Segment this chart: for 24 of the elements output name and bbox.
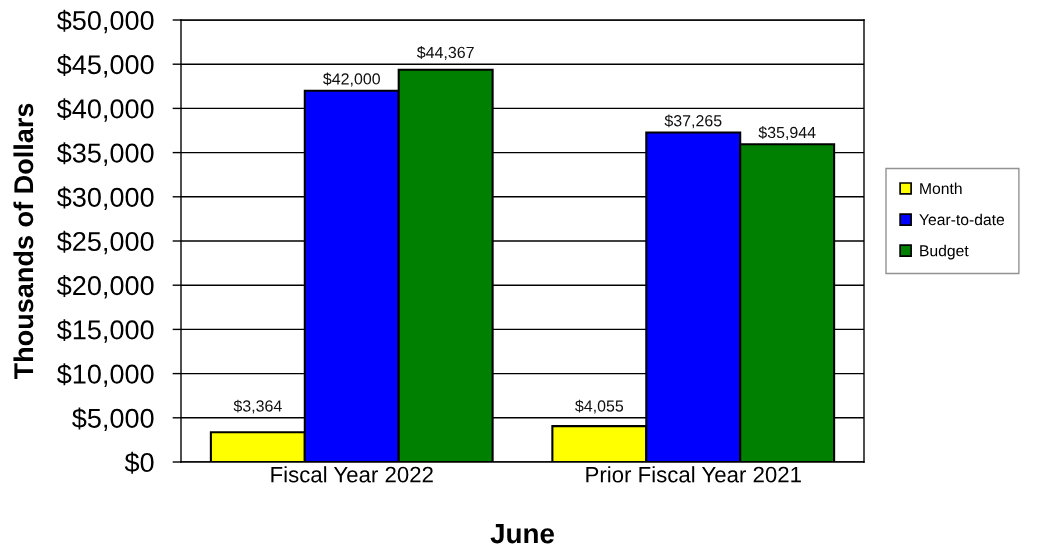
y-tick-label: $20,000 bbox=[57, 274, 154, 299]
y-tick-label: $40,000 bbox=[57, 98, 154, 122]
y-tick-label: $5,000 bbox=[72, 407, 154, 432]
y-tick-label: $15,000 bbox=[57, 319, 154, 343]
y-tick-label: $25,000 bbox=[57, 230, 154, 255]
y-tick-label: $0 bbox=[124, 451, 154, 474]
y-axis-title: Thousands of Dollars bbox=[13, 103, 34, 380]
y-tick-label: $45,000 bbox=[57, 53, 154, 78]
data-label: $42,000 bbox=[323, 72, 380, 87]
legend-label: Month bbox=[920, 182, 962, 195]
data-label: $35,944 bbox=[758, 126, 816, 140]
y-tick-label: $30,000 bbox=[57, 186, 154, 211]
data-label: $44,367 bbox=[416, 46, 474, 60]
y-tick-label: $10,000 bbox=[57, 363, 154, 387]
x-axis-title: June bbox=[490, 524, 554, 544]
data-label: $37,265 bbox=[664, 114, 722, 129]
legend-label: Budget bbox=[920, 244, 969, 260]
data-label: $4,055 bbox=[575, 399, 624, 414]
x-tick-label: Prior Fiscal Year 2021 bbox=[586, 466, 801, 483]
x-tick-label: Fiscal Year 2022 bbox=[271, 466, 433, 483]
data-label: $3,364 bbox=[233, 399, 282, 414]
legend-label: Year-to-date bbox=[919, 213, 1005, 226]
y-tick-label: $35,000 bbox=[57, 142, 154, 166]
y-tick-label: $50,000 bbox=[57, 9, 154, 34]
